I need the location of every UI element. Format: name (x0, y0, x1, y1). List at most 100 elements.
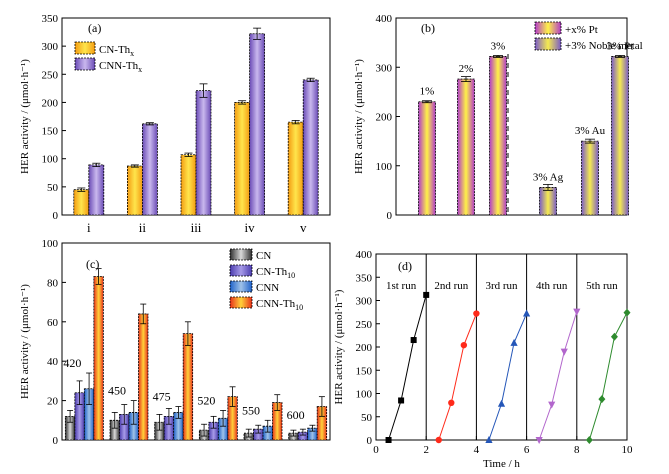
y-axis-label: HER activity / (μmol·h⁻¹) (353, 59, 365, 174)
y-tick-label: 350 (356, 272, 373, 284)
data-point (573, 308, 581, 316)
legend-swatch (229, 296, 253, 309)
y-tick-label: 0 (387, 210, 393, 222)
y-tick-label: 300 (376, 62, 393, 74)
bar (182, 333, 194, 441)
panel-c: 0 20 40 60 80 100 HER activity / (μmol·h⁻¹) 420… (19, 238, 331, 447)
y-axis-label: HER activity / (μmol·h⁻¹) (333, 289, 345, 404)
legend-entry: +3% Noble metal (565, 40, 643, 52)
bar-label: 3% Pt (607, 40, 634, 52)
y-tick-label: 0 (367, 435, 373, 447)
data-point (460, 341, 468, 349)
y-axis-label: HER activity / (μmol·h⁻¹) (19, 59, 31, 174)
y-tick-label: 400 (356, 249, 373, 261)
bar (141, 123, 158, 216)
run-label: 1st run (386, 280, 417, 292)
x-tick-label: i (87, 220, 91, 235)
run-label: 2nd run (434, 280, 468, 292)
x-tick-label: iv (245, 220, 256, 235)
data-point (423, 291, 430, 298)
y-tick-label: 100 (376, 161, 393, 173)
bar (249, 33, 266, 216)
legend-entry: CNN (256, 282, 279, 294)
panel-label: (a) (88, 21, 101, 35)
data-point (448, 399, 455, 406)
panel-b: 0 100 200 300 400 HER activity / (μmol·h⁻¹) 1%… (353, 13, 643, 222)
y-tick-label: 100 (356, 389, 373, 401)
x-tick-label: iii (191, 220, 202, 235)
bar-label: 2% (459, 63, 474, 75)
y-tick-label: 150 (356, 365, 373, 377)
y-tick-label: 0 (53, 210, 59, 222)
bar (234, 102, 251, 216)
y-tick-label: 200 (376, 112, 393, 124)
x-tick-label: 2 (423, 444, 429, 456)
data-point (497, 399, 506, 407)
data-point (560, 348, 568, 356)
y-tick-label: 350 (42, 13, 59, 25)
bar (287, 121, 304, 216)
category-label: 475 (153, 390, 171, 404)
data-point (523, 309, 531, 317)
y-tick-label: 250 (42, 69, 59, 81)
panel-label: (c) (86, 257, 99, 271)
data-point (510, 338, 518, 346)
bar (489, 56, 507, 216)
legend-entry: CN-Thx (99, 44, 134, 58)
y-tick-label: 50 (47, 182, 59, 194)
legend-entry-main: CN-Th (256, 266, 288, 278)
y-tick-label: 250 (356, 319, 373, 331)
data-point (473, 310, 480, 317)
bar-label: 3% (491, 40, 506, 52)
category-label: 550 (242, 403, 260, 417)
y-tick-label: 300 (356, 296, 373, 308)
panel-label: (d) (398, 259, 412, 273)
bar (302, 79, 319, 216)
bar (93, 276, 104, 441)
y-tick-label: 200 (356, 342, 373, 354)
y-tick-label: 200 (42, 97, 59, 109)
run-label: 3rd run (485, 280, 518, 292)
x-tick-label: ii (139, 220, 147, 235)
y-tick-label: 150 (42, 126, 59, 138)
legend-entry-main: CNN-Th (99, 60, 139, 72)
category-label: 600 (287, 408, 305, 422)
y-tick-label: 40 (47, 356, 59, 368)
legend-entry-subscript: 10 (287, 271, 295, 280)
y-tick-label: 100 (42, 154, 59, 166)
data-point (485, 436, 493, 443)
series-line (538, 311, 578, 441)
legend-entry-subscript: 10 (295, 303, 303, 312)
y-tick-label: 50 (361, 412, 373, 424)
bar (127, 165, 143, 216)
panel-label: (b) (421, 21, 435, 35)
category-label: 520 (197, 393, 215, 407)
category-label: 450 (108, 384, 126, 398)
plot-frame (61, 242, 331, 441)
legend-entry: CN (256, 250, 271, 262)
y-tick-label: 400 (376, 13, 393, 25)
panel-a: 0 50 100 150 200 250 300 350 HER activity / (μmo… (19, 13, 331, 235)
bar (611, 56, 629, 216)
legend-entry-main: CNN (256, 282, 279, 294)
data-point (435, 436, 442, 444)
bar (73, 189, 90, 216)
x-tick-label: 8 (574, 444, 580, 456)
series-line (388, 294, 427, 441)
x-tick-label: 10 (622, 444, 634, 456)
series-line (438, 313, 477, 441)
x-axis-label: Time / h (483, 458, 520, 470)
x-tick-label: 0 (373, 444, 379, 456)
data-point (398, 397, 405, 404)
y-tick-label: 80 (47, 277, 59, 289)
bar (180, 154, 197, 216)
legend-swatch (534, 37, 562, 51)
legend-entry-main: CNN-Th (256, 298, 296, 310)
data-point (535, 437, 543, 444)
x-tick-label: 6 (524, 444, 530, 456)
legend-entry: CNN-Thx (99, 60, 142, 74)
bar-label: 1% (420, 86, 435, 98)
legend-swatch (74, 57, 96, 71)
